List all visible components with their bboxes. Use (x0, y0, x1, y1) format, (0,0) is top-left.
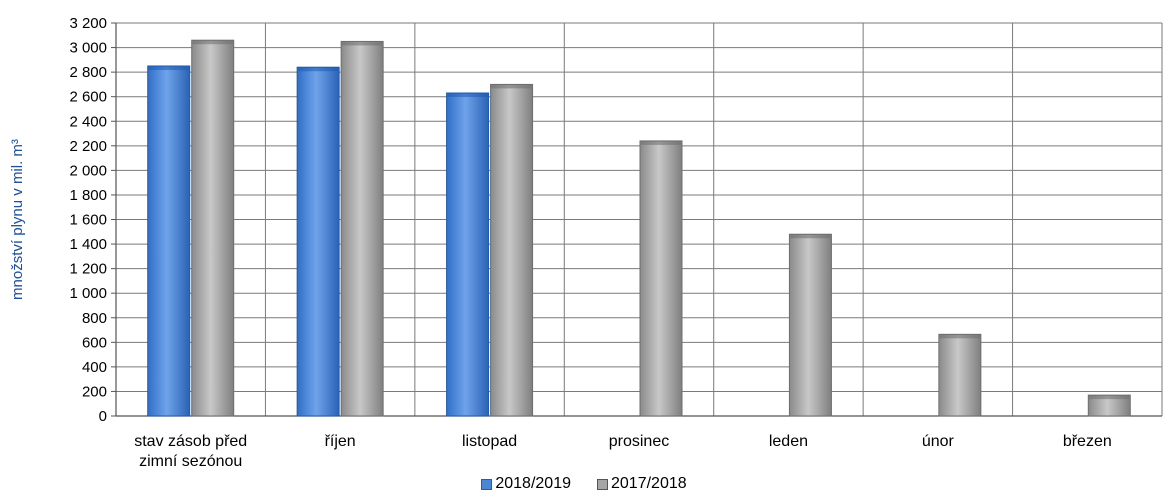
legend-item-series-2: 2017/2018 (597, 475, 687, 493)
legend-label-series-2: 2017/2018 (611, 475, 687, 492)
legend: 2018/2019 2017/2018 (0, 475, 1168, 493)
bar-2017-2018-5 (938, 333, 982, 417)
y-tick-label: 3 000 (69, 40, 107, 57)
bar-2017-2018-3 (639, 140, 683, 417)
legend-swatch-series-1 (481, 478, 493, 490)
y-tick-label: 2 000 (69, 162, 107, 179)
legend-swatch-series-2 (597, 478, 608, 490)
y-tick-label: 800 (82, 310, 107, 327)
y-tick-label: 200 (82, 383, 107, 400)
y-tick-label: 1 600 (69, 212, 107, 229)
y-tick-label: 3 200 (69, 15, 107, 32)
y-axis-ticks: 0 200 400 600 800 1 000 1 200 1 400 1 600 1 800 2 … (69, 15, 107, 425)
y-tick-label: 1 400 (69, 236, 107, 253)
y-tick-label: 400 (82, 359, 107, 376)
x-tick-label: březen (1063, 433, 1112, 450)
x-tick-label: únor (922, 433, 955, 450)
x-tick-label: stav zásob před zimní sezónou (134, 433, 247, 470)
y-tick-label: 1 000 (69, 285, 107, 302)
bar-2018-2019-1 (296, 66, 340, 417)
y-tick-label: 2 800 (69, 64, 107, 81)
y-tick-label: 1 800 (69, 187, 107, 204)
bars (147, 39, 1131, 417)
y-tick-label: 2 600 (69, 89, 107, 106)
x-tick-label: říjen (325, 433, 356, 450)
x-tick-label: listopad (462, 433, 517, 450)
legend-item-series-1: 2018/2019 (481, 475, 571, 493)
y-axis-label: množství plynu v mil. m³ (9, 139, 26, 300)
y-tick-label: 600 (82, 334, 107, 351)
bar-2017-2018-0 (191, 39, 235, 417)
bar-chart: 0 200 400 600 800 1 000 1 200 1 400 1 600 1 800 2 … (9, 15, 1163, 470)
bar-2017-2018-2 (490, 83, 534, 417)
bar-2017-2018-6 (1087, 394, 1131, 417)
bar-2018-2019-2 (446, 92, 490, 417)
gridlines (111, 22, 1163, 417)
x-tick-label: leden (769, 433, 808, 450)
y-tick-label: 2 400 (69, 113, 107, 130)
x-tick-label: prosinec (609, 433, 669, 450)
bar-2017-2018-4 (788, 233, 832, 417)
bar-2017-2018-1 (340, 40, 384, 417)
x-axis-labels: stav zásob před zimní sezónou říjen listopa… (134, 433, 1112, 470)
y-tick-label: 0 (99, 408, 107, 425)
y-tick-label: 1 200 (69, 261, 107, 278)
legend-label-series-1: 2018/2019 (495, 475, 571, 492)
bar-2018-2019-0 (147, 65, 191, 417)
y-tick-label: 2 200 (69, 138, 107, 155)
